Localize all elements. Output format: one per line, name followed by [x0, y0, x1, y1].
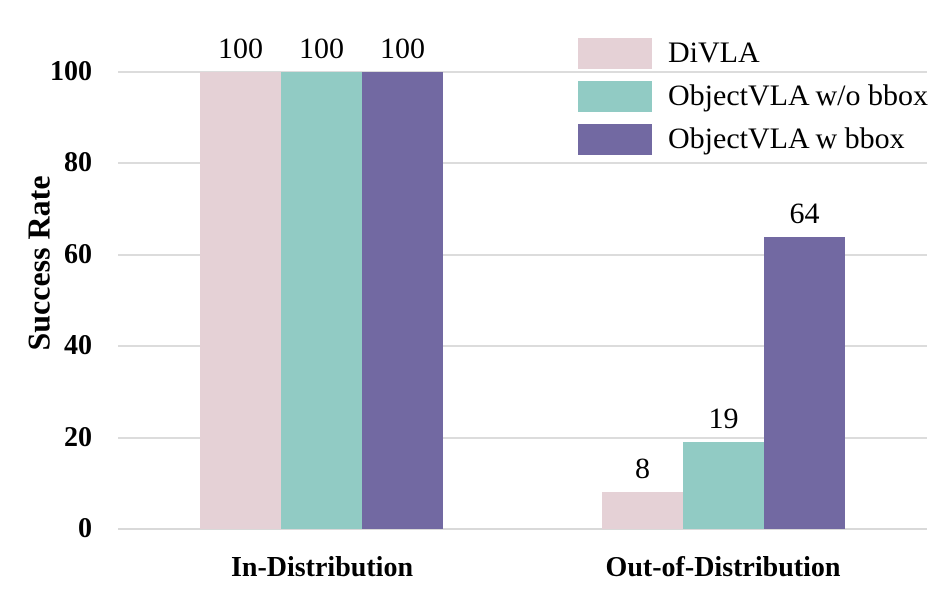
legend-swatch — [578, 80, 652, 112]
bar-value-label: 64 — [789, 196, 820, 230]
y-tick-label-60: 60 — [64, 238, 92, 270]
bar-objectvla-w-bbox-out-of-distribution — [764, 236, 845, 529]
legend-item-divla: DiVLA — [578, 36, 928, 70]
y-tick-label-40: 40 — [64, 330, 92, 362]
bar-objectvla-w-bbox-in-distribution — [362, 72, 443, 529]
y-tick-label-0: 0 — [78, 513, 92, 544]
legend-label: DiVLA — [668, 36, 760, 69]
legend-item-objectvla-w-bbox: ObjectVLA w bbox — [578, 122, 928, 156]
bar-divla-out-of-distribution — [602, 492, 683, 529]
x-category-label-out-of-distribution: Out-of-Distribution — [605, 552, 841, 583]
legend-swatch — [578, 123, 652, 155]
bar-value-label: 19 — [708, 402, 739, 436]
bar-value-label: 8 — [635, 452, 650, 486]
gridline-60 — [118, 253, 927, 256]
bar-value-label: 100 — [218, 32, 263, 65]
y-tick-label-100: 100 — [50, 56, 92, 87]
bar-objectvla-w-o-bbox-in-distribution — [281, 72, 362, 529]
gridline-20 — [118, 436, 927, 439]
gridline-80 — [118, 162, 927, 165]
y-tick-label-20: 20 — [64, 421, 92, 453]
legend: DiVLA ObjectVLA w/o bbox ObjectVLA w bbox — [578, 36, 928, 165]
x-category-label-in-distribution: In-Distribution — [230, 552, 414, 583]
y-tick-label-80: 80 — [64, 147, 92, 179]
legend-label: ObjectVLA w bbox — [668, 122, 905, 155]
legend-swatch — [578, 37, 652, 69]
bar-divla-in-distribution — [200, 72, 281, 529]
bar-value-label: 100 — [380, 32, 425, 65]
bar-objectvla-w-o-bbox-out-of-distribution — [683, 442, 764, 529]
plot-area — [118, 71, 927, 530]
legend-item-objectvla-w-o-bbox: ObjectVLA w/o bbox — [578, 79, 928, 113]
legend-label: ObjectVLA w/o bbox — [668, 79, 928, 112]
x-axis-line — [118, 528, 927, 530]
gridline-40 — [118, 345, 927, 348]
bar-value-label: 100 — [299, 32, 344, 65]
gridline-100 — [118, 71, 927, 73]
